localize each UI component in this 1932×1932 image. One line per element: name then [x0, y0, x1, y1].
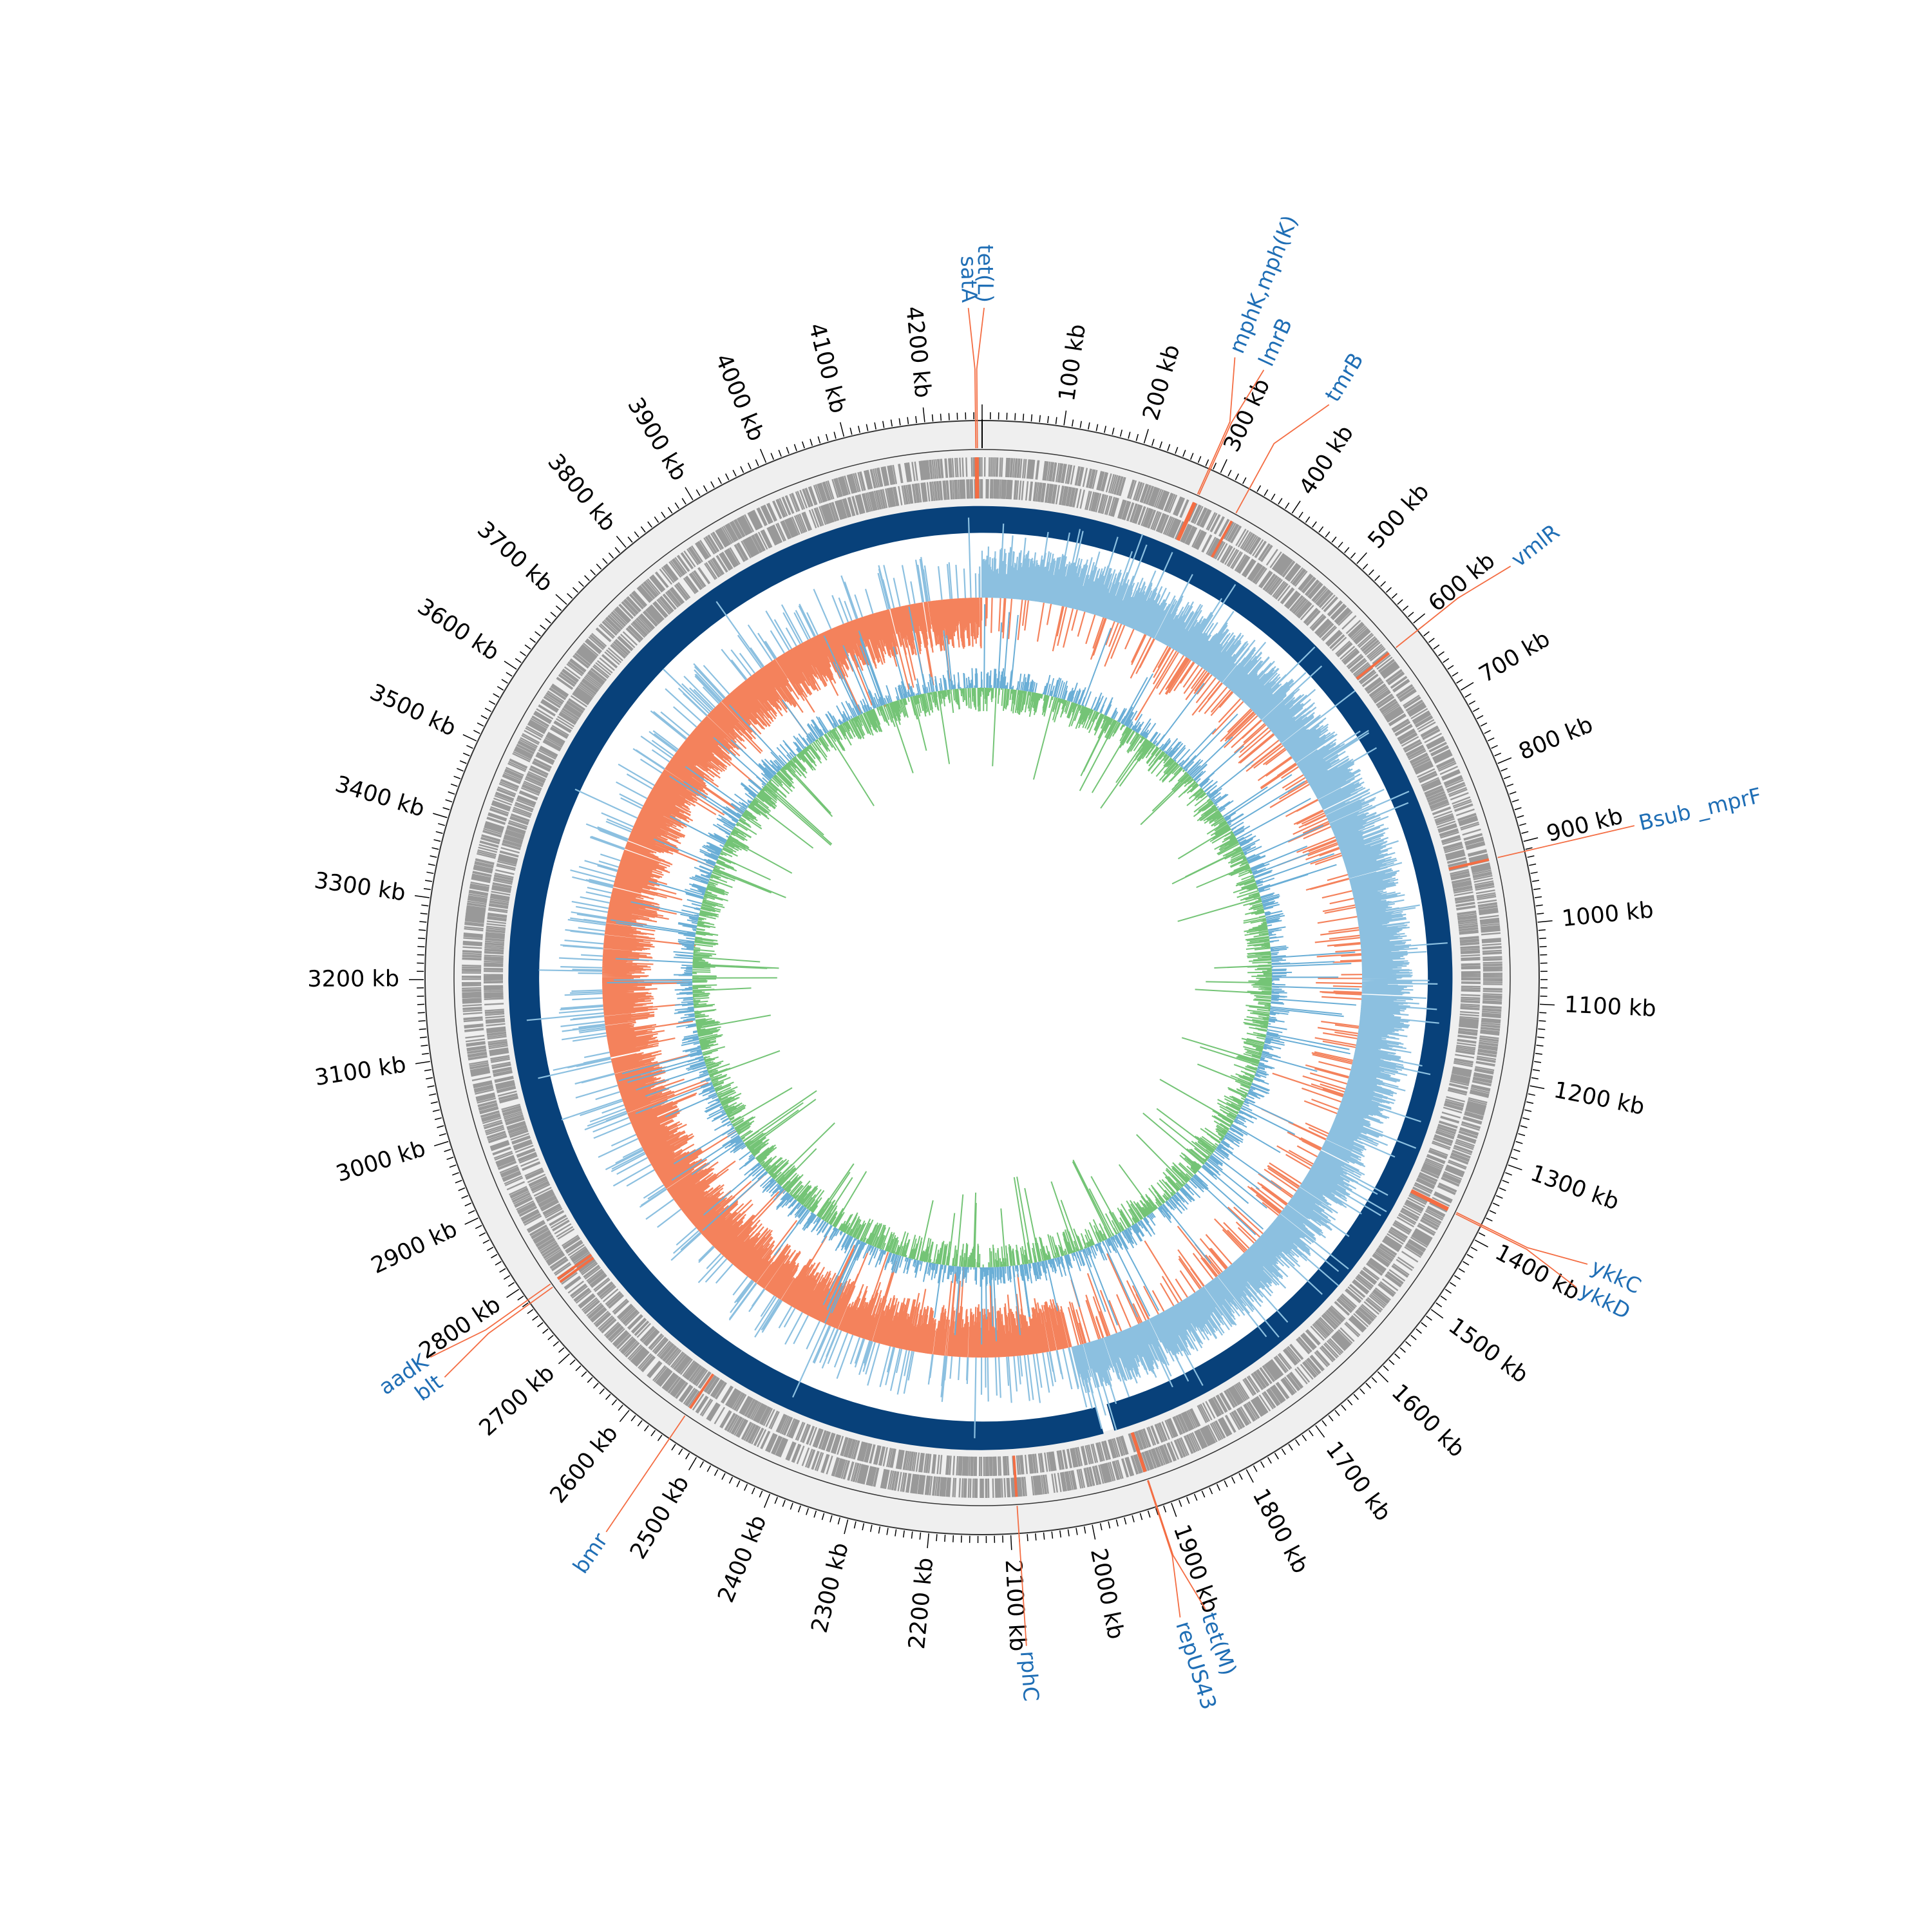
position-ticks	[408, 404, 1555, 1550]
gene-leader-line	[1147, 1480, 1181, 1618]
tick-label: 3900 kb	[622, 393, 692, 486]
gene-leader-line	[430, 1283, 551, 1358]
tick-label: 300 kb	[1219, 375, 1276, 456]
cds-resistance-mark	[1410, 1190, 1448, 1211]
gene-leader-line	[1016, 1506, 1027, 1646]
gene-leader-line	[1148, 1480, 1206, 1609]
gene-label: vmlR	[1506, 519, 1564, 572]
cds-track	[461, 457, 1503, 1499]
cds-resistance-mark	[1448, 858, 1490, 871]
tick-label: 2600 kb	[545, 1421, 623, 1508]
gene-leader-line	[605, 1415, 686, 1533]
tick-label: 1400 kb	[1491, 1240, 1584, 1305]
cds-resistance-mark	[1176, 502, 1195, 541]
tick-label: 2200 kb	[904, 1557, 938, 1651]
gene-leader-line	[1396, 565, 1511, 649]
tick-label: 2400 kb	[713, 1511, 772, 1606]
tick-label: 1600 kb	[1387, 1379, 1470, 1463]
gc-skew-negative	[601, 597, 1363, 1358]
tick-label: 3500 kb	[366, 679, 460, 742]
gene-leader-line	[1197, 357, 1236, 495]
tick-label: 3300 kb	[312, 867, 407, 906]
tick-label: 3800 kb	[542, 450, 621, 536]
gene-leader-line	[1497, 825, 1635, 858]
gene-leader-line	[1456, 1211, 1588, 1265]
cds-forward-strand	[461, 457, 1503, 1499]
tick-label: 4200 kb	[900, 305, 935, 399]
cds-resistance-mark	[556, 1254, 592, 1280]
gene-label: rphC	[1016, 1650, 1044, 1702]
cds-resistance-mark	[1211, 520, 1233, 558]
gene-leader-line	[444, 1286, 553, 1378]
tick-label: 3000 kb	[333, 1136, 428, 1188]
tick-label: 1100 kb	[1564, 992, 1656, 1022]
tick-label: 1900 kb	[1168, 1521, 1224, 1616]
tick-label: 700 kb	[1475, 626, 1555, 688]
tick-label: 1800 kb	[1247, 1484, 1314, 1578]
tick-label: 2500 kb	[625, 1472, 694, 1564]
tick-label: 2000 kb	[1085, 1546, 1128, 1642]
gene-label: satA	[956, 256, 982, 303]
tick-label: 2300 kb	[807, 1540, 854, 1635]
tick-label: 3200 kb	[307, 966, 399, 992]
cds-resistance-mark	[1177, 502, 1197, 542]
tick-label: 3100 kb	[313, 1052, 408, 1091]
gene-label: tmrB	[1320, 348, 1368, 406]
cds-resistance-mark	[1410, 1189, 1449, 1210]
gene-leader-line	[1198, 370, 1265, 495]
cds-resistance-mark	[1130, 1432, 1146, 1473]
tick-label: 800 kb	[1515, 712, 1597, 765]
gene-leader-line	[1235, 404, 1330, 514]
tick-label: 1000 kb	[1560, 897, 1654, 932]
gc-skew-track	[526, 517, 1448, 1439]
gene-label: Bsub _mprF	[1636, 782, 1764, 835]
gene-label: tet(L)	[973, 245, 998, 303]
tick-label: 2800 kb	[415, 1292, 506, 1365]
tick-label: 200 kb	[1138, 342, 1185, 424]
cds-reverse-strand	[483, 478, 1481, 1477]
tick-label: 1700 kb	[1320, 1437, 1396, 1526]
tick-label: 3400 kb	[332, 772, 428, 822]
tick-label: 2700 kb	[475, 1360, 560, 1441]
gene-leader-line	[967, 308, 977, 449]
tick-label: 1300 kb	[1527, 1160, 1622, 1216]
gc-content-above	[607, 604, 1359, 1345]
gene-leader-line	[976, 307, 985, 449]
tick-label: 4000 kb	[710, 350, 769, 445]
tick-label: 100 kb	[1054, 323, 1091, 403]
tick-label: 1500 kb	[1444, 1313, 1533, 1388]
tick-label: 4100 kb	[803, 321, 851, 416]
tick-marks	[408, 404, 1555, 1550]
cds-resistance-mark	[559, 1256, 594, 1283]
cds-resistance-mark	[688, 1373, 715, 1409]
tick-label: 400 kb	[1294, 421, 1359, 499]
tick-label: 900 kb	[1544, 803, 1626, 847]
gene-leader-line	[1455, 1213, 1577, 1288]
gene-label: bmr	[568, 1528, 613, 1578]
tick-label: 500 kb	[1363, 479, 1434, 554]
gc-skew-positive	[526, 517, 1448, 1439]
tick-label: 3700 kb	[472, 516, 558, 597]
tick-label: 1200 kb	[1551, 1077, 1647, 1121]
tick-label: 3600 kb	[413, 594, 504, 666]
cds-resistance-mark	[1356, 652, 1390, 680]
tick-label: 600 kb	[1424, 548, 1500, 617]
cds-resistance-mark	[1012, 1455, 1018, 1497]
tick-label: 2900 kb	[367, 1217, 461, 1280]
